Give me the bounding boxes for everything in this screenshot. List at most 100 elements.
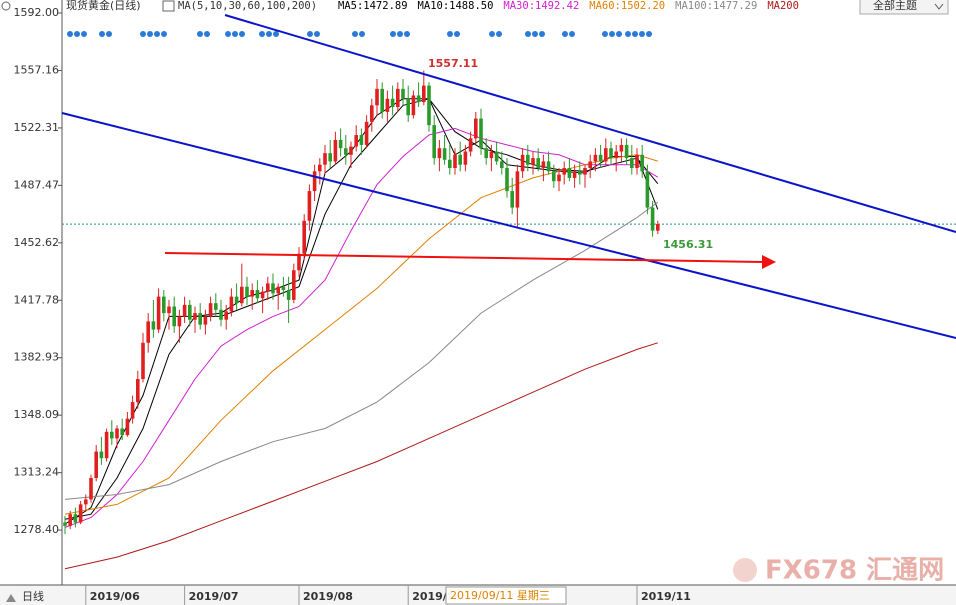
- candle-body: [448, 159, 452, 169]
- theme-button[interactable]: [859, 0, 949, 15]
- trend-line: [224, 14, 956, 233]
- event-dot: [99, 31, 105, 37]
- candle-body: [198, 313, 202, 325]
- dropdown-arrow: [934, 3, 944, 10]
- candle-body: [416, 95, 421, 103]
- candle-body: [562, 168, 566, 175]
- event-dot: [204, 31, 210, 37]
- legend-entry: MA200: [767, 0, 799, 12]
- candle-body: [609, 148, 613, 159]
- candle-body: [598, 154, 603, 162]
- candle-body: [214, 303, 218, 310]
- candle-body: [156, 296, 161, 330]
- candle-body: [567, 168, 572, 178]
- event-dot: [259, 31, 265, 37]
- period-icon: [6, 594, 16, 602]
- candle-body: [73, 514, 78, 523]
- event-dot: [454, 31, 460, 37]
- candle-body: [645, 171, 650, 208]
- candle-body: [193, 313, 197, 320]
- event-dot: [359, 31, 365, 37]
- candle-body: [578, 171, 582, 175]
- candle-body: [167, 306, 171, 314]
- ma-line: [64, 127, 659, 528]
- candle-body: [531, 158, 535, 165]
- x-tick-label: 2019/08: [303, 590, 353, 603]
- candle-body: [510, 191, 514, 208]
- candle-body: [604, 148, 608, 162]
- legend-entry: MA5:1472.89: [338, 0, 408, 12]
- candle-body: [338, 139, 343, 149]
- candle-body: [390, 98, 395, 108]
- candle-body: [177, 316, 182, 327]
- event-dot: [404, 31, 410, 37]
- event-dot: [539, 31, 545, 37]
- candle-body: [541, 161, 546, 169]
- candle-body: [229, 296, 234, 312]
- candle-body: [286, 290, 291, 300]
- candle-body: [276, 286, 280, 294]
- candle-body: [432, 125, 436, 159]
- low-annotation: 1456.31: [663, 238, 713, 251]
- legend: MA5:1472.89 MA10:1488.50 MA30:1492.42 MA60:…: [338, 0, 799, 12]
- event-dot: [81, 31, 87, 37]
- settings-icon[interactable]: [1, 1, 11, 11]
- indicator: MA(5,10,30,60,100,200): [178, 0, 317, 12]
- candle-body: [552, 171, 556, 182]
- candle-body: [130, 402, 135, 419]
- candle-body: [370, 105, 374, 122]
- candle-body: [323, 153, 327, 165]
- crosshair-label: 2019/09/11 星期三: [450, 589, 550, 602]
- candle-body: [349, 146, 353, 155]
- candle-body: [136, 379, 140, 403]
- candle-body: [94, 451, 98, 478]
- y-tick-label: 1278.40: [14, 523, 60, 536]
- candle-body: [208, 303, 213, 317]
- y-tick-label: 1452.62: [14, 236, 60, 249]
- candle-body: [406, 98, 410, 116]
- candle-body: [593, 154, 598, 162]
- candle-body: [484, 148, 488, 159]
- event-dot: [147, 31, 153, 37]
- candle-body: [203, 316, 208, 325]
- candle-body: [536, 158, 540, 169]
- legend-entry: MA30:1492.42: [503, 0, 579, 12]
- candle-body: [557, 174, 561, 182]
- candle-body: [115, 428, 119, 439]
- event-dot: [397, 31, 403, 37]
- candle-body: [619, 144, 624, 152]
- arrow-head: [762, 255, 776, 269]
- ma-line: [64, 201, 659, 500]
- candle-body: [359, 135, 364, 145]
- candle-body: [328, 153, 332, 162]
- event-dot: [74, 31, 80, 37]
- candle-body: [104, 431, 109, 459]
- candle-body: [546, 161, 551, 172]
- period-label[interactable]: 日线: [22, 589, 44, 603]
- candle-body: [141, 342, 145, 380]
- event-dot: [390, 31, 396, 37]
- candle-body: [68, 514, 72, 526]
- trend-line: [61, 112, 956, 339]
- candle-body: [479, 118, 483, 149]
- legend-entry: MA10:1488.50: [418, 0, 494, 12]
- event-dot: [273, 31, 279, 37]
- candle-body: [333, 139, 338, 162]
- candle-body: [318, 164, 322, 172]
- candle-body: [146, 321, 150, 343]
- theme-button-label[interactable]: 全部主题: [873, 0, 917, 12]
- candle-body: [245, 286, 249, 297]
- candle-body: [650, 207, 655, 231]
- candle-body: [260, 291, 265, 299]
- event-dot: [625, 31, 631, 37]
- candle-body: [125, 418, 130, 436]
- event-dot: [232, 31, 238, 37]
- candle-body: [380, 88, 384, 112]
- event-dot: [562, 31, 568, 37]
- candle-body: [375, 88, 379, 106]
- event-dot: [632, 31, 638, 37]
- candle-body: [354, 135, 358, 147]
- candle-body: [84, 499, 88, 505]
- y-tick-label: 1557.16: [14, 63, 60, 76]
